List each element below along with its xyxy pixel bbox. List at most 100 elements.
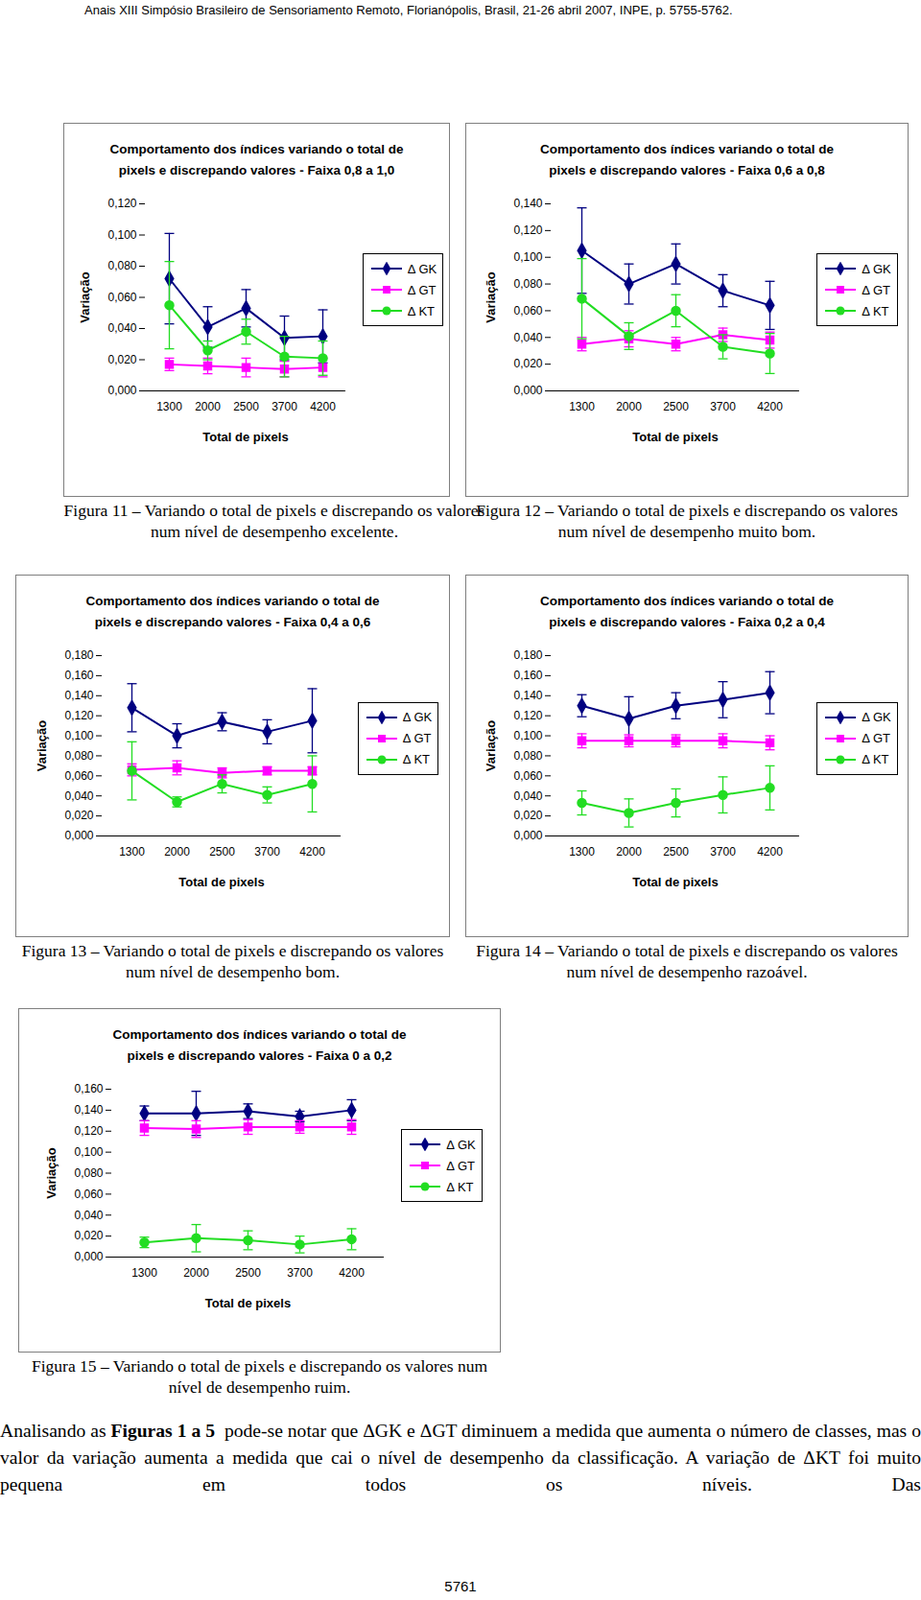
html-text:Δ KT: Δ KT [861, 303, 889, 319]
svg-text:3700: 3700 [254, 845, 281, 859]
svg-text:2000: 2000 [164, 845, 190, 859]
svg-text:0,080: 0,080 [514, 748, 544, 762]
svg-text:0,020: 0,020 [74, 1228, 104, 1243]
svg-text:0,000: 0,000 [107, 383, 137, 398]
svg-text:0,060: 0,060 [514, 303, 544, 317]
html-text:Comportamento dos índices vari: Comportamento dos índices variando o tot… [540, 593, 834, 630]
svg-text:1300: 1300 [568, 400, 595, 414]
svg-text:0,140: 0,140 [74, 1103, 104, 1117]
svg-text:3700: 3700 [709, 400, 736, 414]
svg-text:0,140: 0,140 [64, 688, 94, 703]
html-text:Δ GK: Δ GK [402, 709, 432, 725]
html-text:Analisando as Figuras 1 a 5: Analisando as Figuras 1 a 5 [0, 1420, 215, 1441]
svg-text:4200: 4200 [309, 400, 336, 414]
svg-text:0,160: 0,160 [514, 668, 544, 683]
svg-text:0,000: 0,000 [64, 828, 94, 843]
svg-text:0,080: 0,080 [64, 748, 94, 762]
svg-text:2000: 2000 [615, 400, 642, 414]
html-text:Comportamento dos índices vari: Comportamento dos índices variando o tot… [540, 141, 834, 178]
svg-text:Total de pixels: Total de pixels [633, 873, 719, 889]
svg-text:3700: 3700 [286, 1266, 313, 1280]
svg-text:0,100: 0,100 [107, 227, 137, 241]
svg-text:Variação: Variação [77, 271, 93, 324]
svg-text:0,100: 0,100 [64, 728, 94, 742]
svg-text:0,040: 0,040 [107, 321, 137, 335]
svg-text:3700: 3700 [271, 400, 298, 414]
html-text:Δ KT: Δ KT [407, 303, 435, 319]
svg-text:0,020: 0,020 [514, 356, 544, 371]
svg-text:1300: 1300 [568, 845, 595, 859]
svg-text:2000: 2000 [194, 400, 221, 414]
svg-text:0,120: 0,120 [514, 708, 544, 723]
html-text:Figura 11 – Variando o total d: Figura 11 – Variando o total de pixels e… [63, 500, 485, 541]
svg-text:0,100: 0,100 [514, 728, 544, 742]
svg-text:0,160: 0,160 [64, 668, 94, 683]
svg-text:Total de pixels: Total de pixels [205, 1295, 291, 1310]
svg-text:Total de pixels: Total de pixels [633, 428, 719, 444]
svg-text:2500: 2500 [233, 400, 260, 414]
html-text:Δ GK: Δ GK [861, 709, 891, 725]
svg-text:Variação: Variação [34, 719, 49, 772]
svg-text:0,000: 0,000 [514, 828, 544, 843]
svg-text:Variação: Variação [483, 271, 498, 324]
svg-text:0,180: 0,180 [64, 648, 94, 662]
html-text:Comportamento dos índices vari: Comportamento dos índices variando o tot… [85, 593, 380, 630]
html-text:Comportamento dos índices vari: Comportamento dos índices variando o tot… [112, 1027, 407, 1064]
svg-text:0,100: 0,100 [74, 1144, 104, 1158]
html-text:Figura 15 – Variando o total d: Figura 15 – Variando o total de pixels e… [31, 1356, 488, 1397]
svg-text:0,000: 0,000 [514, 383, 544, 398]
html-text:Comportamento dos índices vari: Comportamento dos índices variando o tot… [109, 141, 404, 178]
svg-text:2500: 2500 [662, 400, 689, 414]
svg-text:Total de pixels: Total de pixels [202, 428, 288, 444]
svg-text:0,060: 0,060 [514, 768, 544, 782]
svg-text:0,060: 0,060 [64, 768, 94, 782]
svg-text:Variação: Variação [483, 719, 498, 772]
svg-text:2500: 2500 [662, 845, 689, 859]
svg-text:4200: 4200 [756, 845, 783, 859]
svg-text:1300: 1300 [131, 1266, 158, 1280]
svg-text:4200: 4200 [299, 845, 326, 859]
svg-text:0,040: 0,040 [514, 788, 544, 803]
svg-text:1300: 1300 [118, 845, 145, 859]
html-text:Figura 13 – Variando o total d: Figura 13 – Variando o total de pixels e… [21, 941, 444, 982]
svg-text:0,020: 0,020 [64, 808, 94, 823]
svg-text:0,100: 0,100 [514, 250, 544, 264]
html-text:Figura 14 – Variando o total d: Figura 14 – Variando o total de pixels e… [476, 941, 898, 982]
svg-text:0,040: 0,040 [74, 1207, 104, 1222]
svg-text:0,080: 0,080 [514, 276, 544, 290]
svg-text:0,120: 0,120 [64, 708, 94, 723]
svg-text:0,040: 0,040 [514, 330, 544, 344]
svg-text:0,060: 0,060 [74, 1186, 104, 1201]
svg-text:1300: 1300 [156, 400, 183, 414]
svg-text:0,120: 0,120 [514, 223, 544, 237]
svg-text:0,120: 0,120 [74, 1124, 104, 1138]
svg-text:0,180: 0,180 [514, 648, 544, 662]
svg-text:0,080: 0,080 [74, 1165, 104, 1180]
html-text:Anais XIII Simpósio Brasileiro: Anais XIII Simpósio Brasileiro de Sensor… [84, 2, 733, 18]
html-text:Δ GK: Δ GK [407, 261, 437, 276]
svg-text:Total de pixels: Total de pixels [178, 873, 264, 889]
svg-text:0,060: 0,060 [107, 289, 137, 304]
svg-text:3700: 3700 [709, 845, 736, 859]
svg-text:0,040: 0,040 [64, 788, 94, 803]
svg-text:2500: 2500 [235, 1266, 261, 1280]
svg-text:Variação: Variação [44, 1147, 59, 1200]
svg-text:0,120: 0,120 [107, 196, 137, 211]
svg-text:0,080: 0,080 [107, 259, 137, 273]
html-text:Δ GT: Δ GT [861, 282, 891, 297]
svg-text:0,000: 0,000 [74, 1250, 104, 1264]
svg-text:2000: 2000 [615, 845, 642, 859]
svg-text:0,140: 0,140 [514, 688, 544, 703]
svg-text:0,020: 0,020 [107, 352, 137, 366]
html-text:5761: 5761 [444, 1578, 477, 1595]
svg-text:2000: 2000 [183, 1266, 210, 1280]
html-text:Figura 12 – Variando o total d: Figura 12 – Variando o total de pixels e… [476, 500, 898, 541]
html-text:Δ GK: Δ GK [861, 261, 891, 276]
svg-text:0,160: 0,160 [74, 1082, 104, 1096]
svg-text:0,020: 0,020 [514, 808, 544, 823]
svg-text:2500: 2500 [209, 845, 236, 859]
svg-text:4200: 4200 [756, 400, 783, 414]
svg-text:0,140: 0,140 [514, 196, 544, 211]
html-text:Δ GT: Δ GT [407, 282, 437, 297]
svg-text:4200: 4200 [338, 1266, 365, 1280]
